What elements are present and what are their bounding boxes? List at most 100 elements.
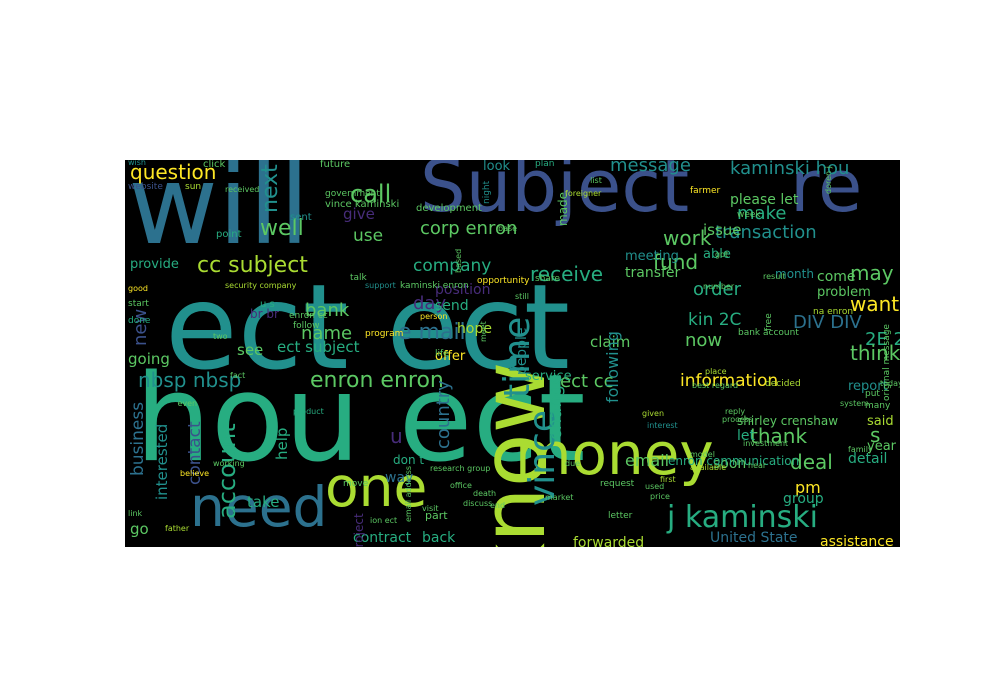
word-put: put <box>865 390 880 399</box>
word-system: system <box>840 400 869 408</box>
word-cc-subject: cc subject <box>197 255 308 277</box>
word-done: done <box>128 317 150 326</box>
word-fact: fact <box>230 372 245 380</box>
word-share: share <box>535 275 560 284</box>
word-website: website <box>128 183 163 192</box>
word-click: click <box>203 160 225 170</box>
word-person: person <box>420 313 447 321</box>
word-security-company: security company <box>225 282 296 290</box>
word-interest: interest <box>647 422 678 430</box>
word-research-group: research group <box>430 465 490 473</box>
word-night: night <box>483 181 492 204</box>
word-account: account <box>215 423 239 519</box>
word-said: said <box>867 415 894 428</box>
word-assistance: assistance <box>820 535 894 547</box>
word-received: received <box>225 186 259 194</box>
word-provide: provide <box>130 258 179 271</box>
word-business: business <box>130 402 147 476</box>
word-ect-subject: ect subject <box>277 340 360 355</box>
word-go: go <box>130 522 149 537</box>
word-week: week <box>737 211 761 220</box>
word-cloud: ect ect hou ect will Subject re know money one n… <box>125 160 900 547</box>
word-family: family <box>848 446 873 454</box>
word-price: price <box>650 493 670 501</box>
word-two: two <box>213 333 228 341</box>
word-government: government <box>325 190 380 199</box>
word-life: life <box>435 350 449 359</box>
word-result: result <box>763 273 786 281</box>
word-reply: reply <box>725 408 745 416</box>
word-sent: sent <box>290 213 312 223</box>
word-number: number <box>703 283 734 291</box>
word-request: request <box>600 480 634 489</box>
word-e-mail: e mail <box>398 322 466 344</box>
word-come: come <box>817 270 856 284</box>
word-foreigner: foreigner <box>565 190 601 198</box>
word-process: process <box>722 416 753 424</box>
word-na-enron: na enron <box>813 308 853 317</box>
word-point: point <box>216 230 242 240</box>
word-base: base <box>498 225 517 233</box>
word-plan: plan <box>535 160 554 169</box>
word-based: based <box>455 249 463 273</box>
word-email-address: email address <box>405 466 413 522</box>
word-office: office <box>450 482 472 490</box>
word-group: group <box>783 492 824 506</box>
word-move: move <box>343 480 368 489</box>
word-wish: wish <box>128 160 146 167</box>
word-farmer: farmer <box>690 187 720 196</box>
word-product: product <box>293 408 324 416</box>
word-due: due <box>565 460 580 468</box>
word-people: people <box>515 328 529 375</box>
word-ion-ect: ion ect <box>370 517 397 525</box>
word-sun: sun <box>185 183 201 192</box>
word-still: still <box>515 293 529 301</box>
word-meeting: meeting <box>625 250 679 263</box>
word-original-message: original message <box>883 324 892 401</box>
word-message: message <box>610 160 691 175</box>
word-death: death <box>473 490 496 498</box>
word-project: project <box>353 514 365 547</box>
word-best-regard: best regard <box>692 382 738 390</box>
word-may: may <box>850 263 894 283</box>
word-program: program <box>365 330 403 339</box>
word-take: take <box>247 495 279 510</box>
word-believe: believe <box>180 470 209 478</box>
word-development: development <box>416 204 482 214</box>
word-company: company <box>413 258 491 275</box>
word-united-state: United State <box>710 531 798 545</box>
word-interested: interested <box>155 424 170 500</box>
word-vince-kaminski: vince kaminski <box>325 200 399 210</box>
word-today: today <box>880 380 900 388</box>
word-detail: detail <box>848 452 887 466</box>
word-good: good <box>128 285 148 293</box>
word-talk: talk <box>350 274 367 283</box>
word-think: think <box>850 343 900 363</box>
word-next: next <box>260 164 282 213</box>
word-start: start <box>128 300 149 309</box>
word-kaminski-enron: kaminski enron <box>400 282 469 291</box>
word-opportunity: opportunity <box>477 277 529 286</box>
word-email: email <box>625 453 669 469</box>
word-meet: meet <box>480 321 488 342</box>
word-enron-communication: enron communication <box>668 455 799 467</box>
word-don-t: don t <box>393 454 424 466</box>
word-discuss: discuss <box>463 500 492 508</box>
word-problem: problem <box>817 286 871 299</box>
word-new: new <box>132 309 150 346</box>
word-list: list <box>590 177 602 185</box>
word-service: service <box>525 370 572 383</box>
word-letter: letter <box>608 512 632 521</box>
word-enron-cc: enron cc <box>289 312 328 321</box>
word-working: working <box>213 460 245 468</box>
word-please-let: please let <box>730 193 798 207</box>
word-model: model <box>690 451 715 459</box>
word-future: future <box>320 160 350 170</box>
word-used: used <box>645 483 664 491</box>
word-now: now <box>685 332 722 350</box>
word-hear: hear <box>748 462 766 470</box>
word-issue: issue <box>703 223 742 238</box>
word-see: see <box>237 343 263 358</box>
word-going: going <box>128 352 170 367</box>
word-investment: investment <box>743 440 788 448</box>
